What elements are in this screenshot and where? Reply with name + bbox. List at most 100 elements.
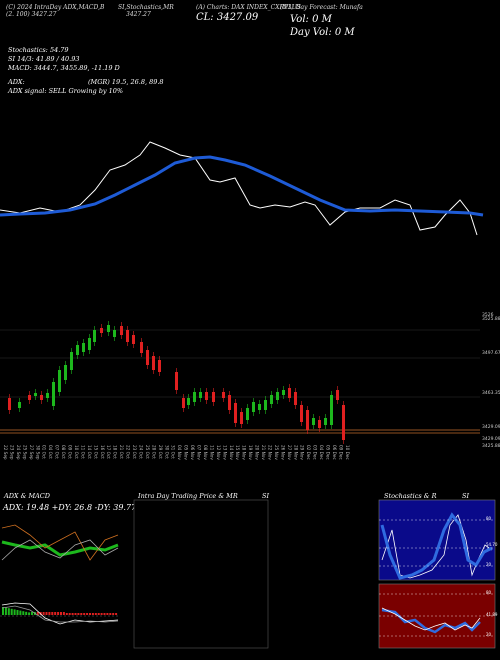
bull-candle bbox=[46, 393, 49, 398]
date-label: 31 Oct bbox=[171, 445, 176, 459]
date-label: 30 Oct bbox=[164, 445, 169, 459]
bull-candle bbox=[82, 343, 85, 352]
bull-candle bbox=[113, 330, 116, 337]
date-label: 25 Oct bbox=[145, 445, 150, 459]
stoch-level-label: 54.70 bbox=[486, 542, 498, 547]
macd-histogram-bar bbox=[60, 612, 62, 615]
macd-histogram-bar bbox=[22, 611, 25, 615]
macd-histogram-bar bbox=[86, 613, 89, 615]
header-value-1: (2. 100) 3427.27 bbox=[6, 11, 57, 18]
macd-histogram-bar bbox=[97, 613, 100, 615]
mgr-readout: (MGR) 19.5, 26.8, 89.8 bbox=[88, 78, 164, 86]
date-label: 17 Oct bbox=[106, 445, 111, 459]
bull-candle bbox=[264, 400, 267, 410]
bear-candle bbox=[182, 398, 185, 408]
bull-candle bbox=[107, 325, 110, 332]
date-label: 24 Oct bbox=[138, 445, 143, 459]
bear-candle bbox=[336, 390, 339, 400]
bull-candle bbox=[34, 393, 37, 396]
volume: Vol: 0 M bbox=[290, 14, 332, 25]
bull-candle bbox=[193, 392, 196, 402]
bear-candle bbox=[205, 392, 208, 400]
mr-level-label: 80 bbox=[486, 590, 492, 595]
date-label: 26 Nov bbox=[280, 445, 285, 460]
intraday-panel-title: Intra Day Trading Price & MR bbox=[138, 492, 238, 500]
bear-candle bbox=[132, 335, 135, 344]
date-label: 11 Nov bbox=[209, 445, 214, 460]
macd-histogram-bar bbox=[103, 613, 106, 615]
macd-histogram-bar bbox=[74, 613, 77, 615]
date-label: 16 Oct bbox=[100, 445, 105, 459]
date-label: 25 Nov bbox=[274, 445, 279, 460]
day-volume: Day Vol: 0 M bbox=[290, 27, 355, 38]
bull-candle bbox=[70, 352, 73, 370]
date-label: 28 Nov bbox=[293, 445, 298, 460]
macd-histogram-bar bbox=[94, 613, 97, 615]
bear-candle bbox=[228, 395, 231, 410]
price-axis-label: 3525.88 bbox=[482, 316, 500, 322]
bull-candle bbox=[312, 418, 315, 425]
date-label: 12 Nov bbox=[216, 445, 221, 460]
bull-candle bbox=[64, 365, 67, 380]
header-title-2: SI,Stochastics,MR bbox=[118, 4, 174, 11]
macd-histogram-bar bbox=[83, 613, 86, 615]
adx-panel-values: ADX: 19.48 +DY: 26.8 -DY: 39.77 bbox=[3, 503, 137, 512]
date-label: 23 Sep bbox=[9, 445, 14, 460]
bear-candle bbox=[294, 392, 297, 405]
bull-candle bbox=[52, 382, 55, 406]
bear-candle bbox=[318, 420, 321, 428]
date-label: 14 Nov bbox=[229, 445, 234, 460]
price-line bbox=[0, 141, 478, 236]
macd-readout: MACD: 3444.7, 3455.89, -11.19 D bbox=[8, 64, 120, 72]
bear-candle bbox=[175, 372, 178, 390]
bull-candle bbox=[76, 345, 79, 355]
date-label: 18 Oct bbox=[113, 445, 118, 459]
macd-histogram-bar bbox=[80, 613, 83, 615]
bull-candle bbox=[199, 392, 202, 398]
price-axis-label: 3463.35 bbox=[482, 390, 500, 396]
date-label: 22 Sep bbox=[3, 445, 8, 460]
bull-candle bbox=[18, 402, 21, 408]
date-label: 02 Dec bbox=[306, 445, 311, 460]
date-label: 27 Nov bbox=[287, 445, 292, 460]
stoch-level-label: 80 bbox=[486, 516, 492, 521]
bear-candle bbox=[212, 392, 215, 402]
date-label: 15 Oct bbox=[93, 445, 98, 459]
si-readout: SI 14/3: 41.89 / 40.93 bbox=[8, 55, 80, 63]
date-label: 06 Nov bbox=[190, 445, 195, 460]
date-label: 03 Dec bbox=[313, 445, 318, 460]
date-label: 18 Nov bbox=[242, 445, 247, 460]
macd-histogram-bar bbox=[25, 611, 28, 615]
header-title-4: (N3) Day Forecast: Munafa bbox=[280, 4, 363, 11]
macd-histogram-bar bbox=[2, 607, 4, 615]
macd-histogram-bar bbox=[28, 612, 31, 615]
stoch-d-line bbox=[380, 512, 493, 580]
date-label: 30 Sep bbox=[35, 445, 40, 460]
adx-signal: ADX signal: SELL Growing by 10% bbox=[8, 87, 124, 95]
adx-readout: ADX: bbox=[8, 78, 25, 86]
date-label: 29 Nov bbox=[300, 445, 305, 460]
mr-white-line bbox=[381, 607, 481, 631]
date-label: 14 Oct bbox=[87, 445, 92, 459]
bull-candle bbox=[258, 404, 261, 410]
bear-candle bbox=[288, 388, 291, 398]
date-label: 25 Sep bbox=[22, 445, 27, 460]
macd-histogram-bar bbox=[91, 613, 94, 615]
macd-histogram-bar bbox=[51, 612, 54, 615]
date-label: 07 Oct bbox=[55, 445, 60, 459]
bear-candle bbox=[152, 356, 155, 370]
bear-candle bbox=[140, 342, 143, 353]
close-price: CL: 3427.09 bbox=[196, 12, 259, 23]
date-label: 01 Oct bbox=[42, 445, 47, 459]
bull-candle bbox=[324, 418, 327, 425]
macd-histogram-bar bbox=[13, 609, 16, 615]
bull-candle bbox=[58, 370, 61, 392]
bull-candle bbox=[330, 395, 333, 425]
macd-histogram-bar bbox=[77, 613, 80, 615]
macd-histogram-bar bbox=[31, 612, 33, 615]
macd-histogram-bar bbox=[62, 612, 65, 615]
adx-line bbox=[1, 540, 119, 557]
signal-line bbox=[1, 605, 119, 623]
plus-di-line bbox=[1, 539, 119, 561]
macd-histogram-bar bbox=[71, 613, 74, 615]
